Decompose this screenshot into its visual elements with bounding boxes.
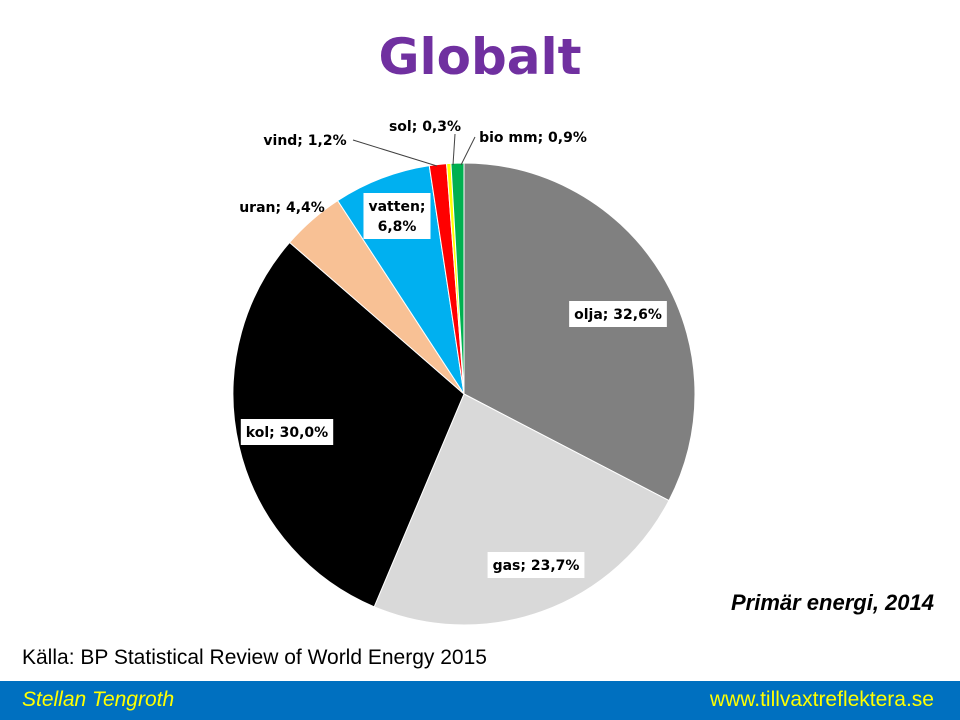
data-label-bio-mm: bio mm; 0,9% (479, 130, 587, 146)
chart-subtitle: Primär energi, 2014 (730, 590, 934, 615)
svg-text:vatten;: vatten; (368, 199, 425, 215)
data-label-vatten: vatten; 6,8% (363, 193, 431, 239)
footer-author: Stellan Tengroth (22, 688, 175, 711)
slide-title: Globalt (378, 28, 582, 86)
leader-line-vind (352, 139, 438, 167)
leader-line-sol (452, 133, 456, 166)
source-text: Källa: BP Statistical Review of World En… (22, 646, 487, 669)
svg-text:gas; 23,7%: gas; 23,7% (493, 558, 580, 574)
pie-slice-olja (463, 162, 696, 502)
svg-text:vind; 1,2%: vind; 1,2% (263, 133, 346, 149)
leader-line-bio-mm (460, 136, 476, 166)
footer-url[interactable]: www.tillvaxtreflektera.se (709, 688, 934, 711)
data-label-uran: uran; 4,4% (239, 200, 325, 216)
svg-text:6,8%: 6,8% (378, 219, 417, 235)
svg-text:kol; 30,0%: kol; 30,0% (246, 425, 328, 441)
data-label-olja: olja; 32,6% (569, 301, 667, 327)
pie-slice-gas (373, 393, 670, 626)
pie-slice-bio-mm (450, 162, 465, 395)
svg-text:uran; 4,4%: uran; 4,4% (239, 200, 325, 216)
svg-text:olja; 32,6%: olja; 32,6% (574, 307, 662, 323)
svg-text:sol; 0,3%: sol; 0,3% (389, 119, 461, 135)
data-label-gas: gas; 23,7% (487, 552, 585, 578)
data-label-sol: sol; 0,3% (389, 119, 461, 135)
pie-chart: olja; 32,6% gas; 23,7% kol; 30,0% uran; 4,4… (232, 119, 696, 626)
svg-text:bio mm; 0,9%: bio mm; 0,9% (479, 130, 587, 146)
footer-bar: Stellan Tengroth www.tillvaxtreflektera.… (0, 681, 960, 720)
pie-slice-kol (232, 241, 465, 608)
data-label-vind: vind; 1,2% (263, 133, 346, 149)
data-label-kol: kol; 30,0% (240, 419, 334, 445)
